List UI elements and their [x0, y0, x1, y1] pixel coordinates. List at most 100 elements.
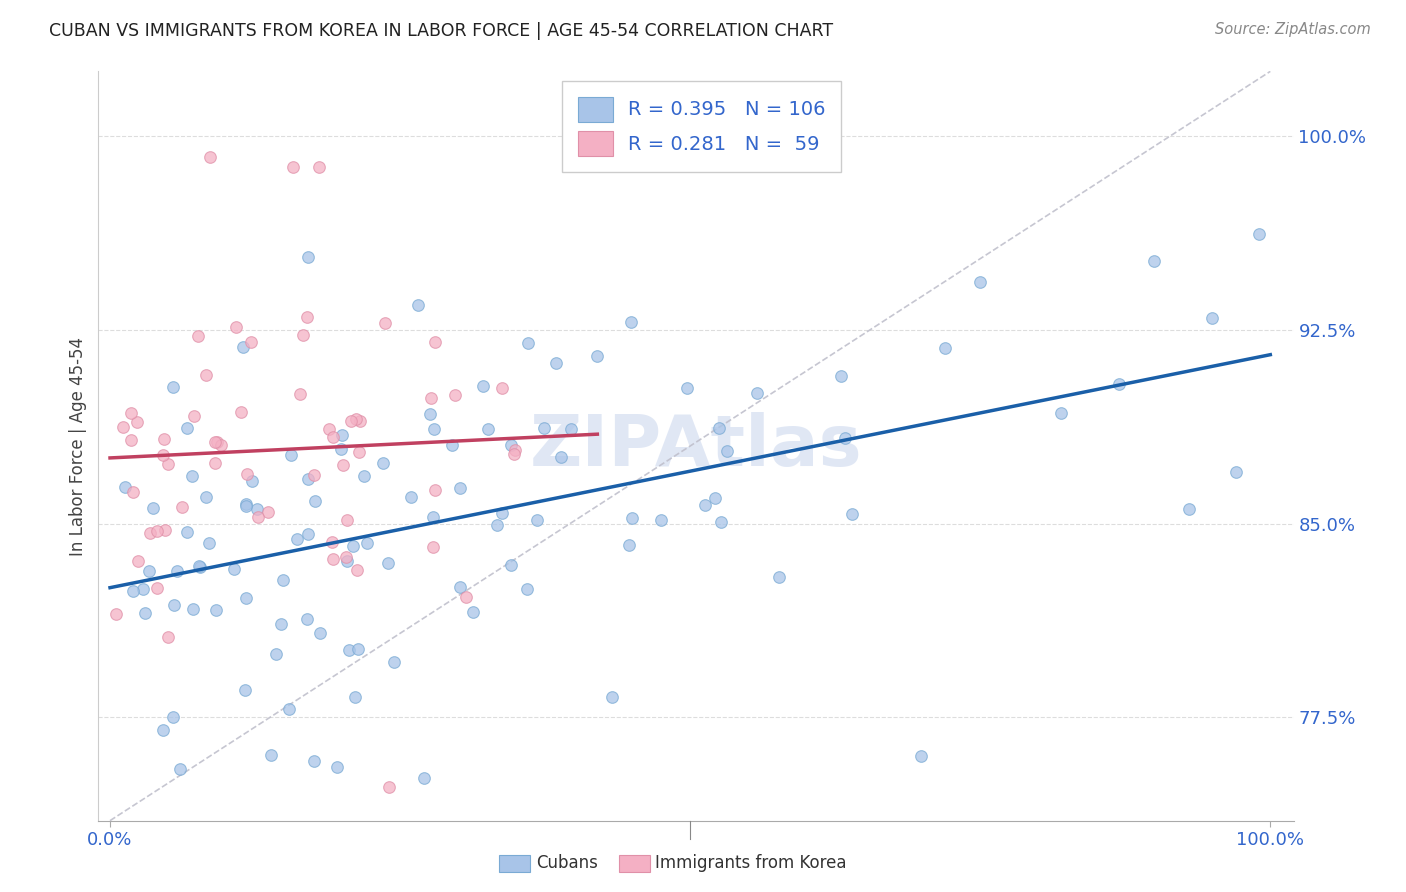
Point	[456, 590, 478, 604]
Point	[620, 315, 643, 329]
Point	[235, 499, 257, 513]
Point	[461, 605, 484, 619]
Point	[768, 570, 790, 584]
Point	[491, 381, 513, 395]
Text: Cubans: Cubans	[536, 855, 598, 872]
Point	[533, 421, 555, 435]
Point	[120, 406, 142, 420]
Point	[222, 562, 245, 576]
Point	[503, 442, 526, 457]
Point	[499, 558, 522, 572]
Point	[162, 710, 184, 724]
Point	[146, 524, 169, 539]
Point	[834, 430, 856, 444]
Point	[304, 754, 326, 768]
Point	[225, 320, 247, 334]
Point	[349, 414, 371, 428]
Point	[406, 298, 429, 312]
Point	[297, 471, 319, 485]
Point	[332, 458, 354, 473]
Point	[841, 507, 863, 521]
Point	[1247, 227, 1270, 242]
Point	[675, 381, 697, 395]
Point	[127, 554, 149, 568]
Point	[146, 581, 169, 595]
Point	[709, 420, 731, 434]
Point	[910, 749, 932, 764]
Point	[412, 771, 434, 785]
Point	[169, 762, 191, 776]
Point	[134, 607, 156, 621]
Point	[297, 250, 319, 264]
Point	[377, 557, 399, 571]
Point	[285, 532, 308, 546]
Point	[194, 490, 217, 504]
Point	[163, 599, 186, 613]
Point	[449, 580, 471, 594]
Point	[198, 150, 221, 164]
Point	[271, 573, 294, 587]
Point	[321, 535, 343, 549]
Point	[444, 387, 467, 401]
Point	[194, 368, 217, 383]
Point	[423, 483, 446, 497]
Point	[337, 642, 360, 657]
Point	[449, 481, 471, 495]
Point	[235, 591, 257, 606]
Point	[198, 535, 221, 549]
Point	[204, 456, 226, 470]
Point	[260, 747, 283, 762]
Point	[830, 369, 852, 384]
Point	[205, 603, 228, 617]
Point	[292, 328, 315, 343]
Point	[204, 435, 226, 450]
Point	[934, 341, 956, 355]
Point	[704, 491, 727, 505]
Point	[235, 467, 257, 482]
Text: ZIPAtlas: ZIPAtlas	[530, 411, 862, 481]
Point	[1225, 465, 1247, 479]
Point	[132, 582, 155, 596]
Point	[969, 275, 991, 289]
Point	[650, 512, 672, 526]
Point	[544, 356, 567, 370]
Point	[181, 602, 204, 616]
Point	[377, 780, 399, 794]
Point	[425, 335, 447, 350]
Point	[104, 607, 127, 621]
Point	[344, 690, 367, 704]
Point	[152, 723, 174, 738]
Point	[477, 422, 499, 436]
Point	[346, 563, 368, 577]
Point	[166, 564, 188, 578]
Point	[322, 551, 344, 566]
Point	[600, 690, 623, 704]
Point	[152, 449, 174, 463]
Point	[157, 630, 180, 644]
Point	[188, 560, 211, 574]
Point	[122, 484, 145, 499]
Point	[340, 414, 363, 428]
Point	[344, 412, 367, 426]
Point	[526, 513, 548, 527]
Text: CUBAN VS IMMIGRANTS FROM KOREA IN LABOR FORCE | AGE 45-54 CORRELATION CHART: CUBAN VS IMMIGRANTS FROM KOREA IN LABOR …	[49, 22, 834, 40]
Point	[138, 564, 160, 578]
Point	[114, 480, 136, 494]
Text: Source: ZipAtlas.com: Source: ZipAtlas.com	[1215, 22, 1371, 37]
Point	[419, 407, 441, 421]
Point	[112, 419, 135, 434]
Point	[156, 457, 179, 471]
Point	[1178, 501, 1201, 516]
Point	[586, 349, 609, 363]
Point	[422, 540, 444, 554]
Point	[125, 415, 148, 429]
Point	[120, 433, 142, 447]
Point	[235, 497, 257, 511]
Point	[246, 501, 269, 516]
Point	[209, 438, 232, 452]
Point	[710, 515, 733, 529]
Point	[516, 582, 538, 596]
Point	[176, 525, 198, 540]
Point	[290, 387, 312, 401]
Point	[349, 445, 371, 459]
